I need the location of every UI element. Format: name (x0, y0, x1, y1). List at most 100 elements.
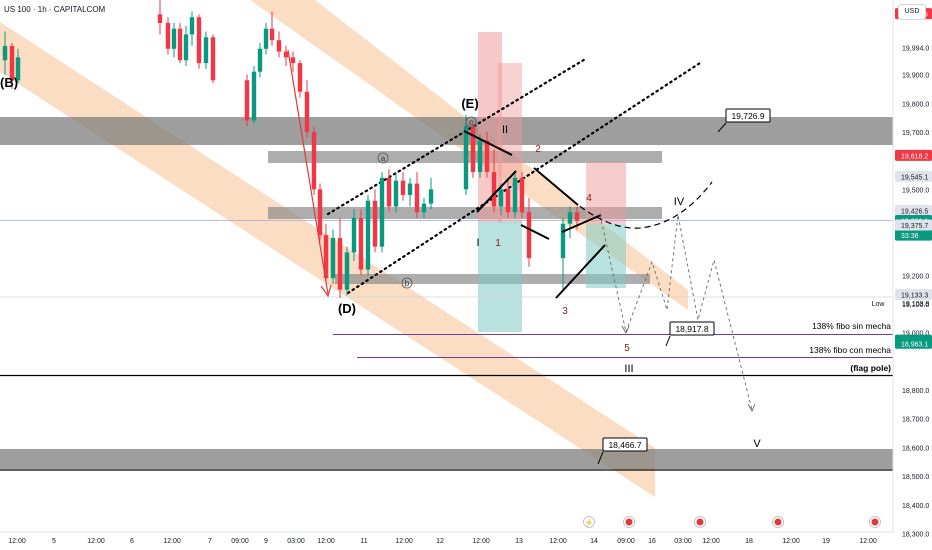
candle-body (365, 200, 371, 270)
time-tick-label: 12:00 (782, 538, 800, 545)
price-badge (895, 204, 932, 216)
price-tick-label: 19,900.0 (902, 73, 929, 80)
candle-body (311, 131, 317, 190)
candle-body (351, 217, 357, 253)
wave-label-3: 3 (562, 306, 568, 317)
candle-body (171, 28, 177, 49)
price-tick-label: 18,700.0 (902, 417, 929, 424)
wave-label-c: c (469, 118, 473, 127)
candle-body (386, 177, 392, 207)
reward-box-2 (586, 224, 626, 288)
candle-body (560, 223, 566, 259)
fibo-138-sin-mecha-label: 138% fibo sin mecha (812, 321, 891, 331)
candle-body (428, 189, 434, 204)
price-tick-label: 18,500.0 (902, 474, 929, 481)
support-zone-major (0, 449, 893, 469)
event-marker-lightning-icon (583, 516, 595, 528)
price-badge (895, 288, 932, 300)
price-tick-label: 18,600.0 (902, 445, 929, 452)
price-callout-19726-box (725, 108, 771, 123)
wave-label-2: 2 (535, 144, 541, 155)
candle-body (263, 28, 269, 49)
price-tick-label: 19,994.0 (902, 46, 929, 53)
time-tick-label: 9 (264, 538, 268, 545)
price-tick-label: 19,800.0 (902, 101, 929, 108)
price-badge-label: 33:36 (901, 233, 919, 240)
time-tick-label: 12:00 (472, 538, 490, 545)
wave-label-d: (D) (338, 301, 356, 316)
event-marker-flag-dot (625, 518, 633, 526)
projection-arrow-1 (621, 325, 630, 335)
candle-body (463, 126, 469, 190)
currency-button[interactable]: USD (898, 4, 926, 20)
candle-body (337, 238, 343, 290)
time-tick-label: 14 (590, 538, 598, 545)
price-badge-label: 19,375.7 (901, 223, 928, 230)
wave-label-roman-4: IV (674, 196, 685, 208)
projection-path-2 (625, 214, 753, 411)
candle-body (477, 140, 483, 173)
time-tick-label: 12:00 (8, 538, 26, 545)
price-tick-label: 19,500.0 (902, 187, 929, 194)
pattern-line-4 (533, 167, 579, 206)
candle-body (372, 200, 378, 247)
price-tick-label: 18,400.0 (902, 503, 929, 510)
projection-path-1 (599, 214, 627, 333)
candle-body (484, 140, 490, 173)
pattern-line-2 (476, 170, 517, 213)
candle-body (276, 40, 282, 52)
candle-body (9, 45, 15, 81)
pattern-line-5 (561, 214, 602, 233)
time-tick-label: 03:00 (287, 538, 305, 545)
symbol-header[interactable]: US 100 · 1h · CAPITALCOM (4, 5, 106, 14)
wave-label-e: (E) (461, 96, 478, 111)
price-tick-label: 19,700.0 (902, 130, 929, 137)
wave-label-roman-3: III (624, 363, 633, 375)
time-tick-label: 12:00 (87, 538, 105, 545)
wave-label-roman-1: I (476, 237, 479, 249)
candle-body (491, 172, 497, 207)
wave-label-c-circle (465, 116, 477, 128)
price-callout-18466: 18,466.7 (608, 440, 641, 450)
low-label: Low (872, 301, 886, 308)
price-tick-label: 18,300.0 (902, 531, 929, 538)
candle-body (297, 63, 303, 92)
time-tick-label: 13 (515, 538, 523, 545)
price-badge-label: 19,545.1 (901, 174, 928, 181)
pattern-line-3 (520, 224, 550, 240)
candle-body (203, 37, 209, 64)
wave-label-a-circle (377, 152, 389, 164)
wave-label-5: 5 (624, 343, 630, 354)
price-tick-label: 19,200.0 (902, 273, 929, 280)
price-tick-label: 19,000.0 (902, 331, 929, 338)
time-tick-label: 12:00 (395, 538, 413, 545)
reward-box (478, 222, 522, 332)
wave-label-b-minor: b (405, 279, 410, 288)
price-badge-label: 18,963.1 (901, 341, 928, 348)
candle-body (157, 14, 163, 23)
candle-body (519, 177, 525, 213)
event-marker-flag-dot (871, 518, 879, 526)
wave-label-b: (B) (0, 75, 18, 90)
projection-arrow-2 (747, 403, 756, 413)
price-badge (895, 149, 932, 161)
wave-label-b-minor-circle (401, 277, 413, 289)
price-badge-label: 19,426.5 (901, 208, 928, 215)
candle-body (317, 189, 323, 236)
event-marker-lightning-glyph: ⚡ (585, 518, 594, 527)
time-tick-label: 5 (52, 538, 56, 545)
candle-body (498, 189, 504, 207)
time-tick-label: 16 (648, 538, 656, 545)
time-tick-label: 12 (436, 538, 444, 545)
price-badge (895, 337, 932, 349)
price-badge-label: 19,618.2 (901, 153, 928, 160)
wave-label-a: a (381, 154, 386, 163)
price-tick-label: 19,100.0 (902, 302, 929, 309)
candle-body (196, 17, 202, 64)
price-axis-bg (893, 0, 932, 550)
wave-label-roman-2: II (502, 124, 508, 136)
candle-body (526, 212, 532, 259)
candle-body (177, 28, 183, 61)
